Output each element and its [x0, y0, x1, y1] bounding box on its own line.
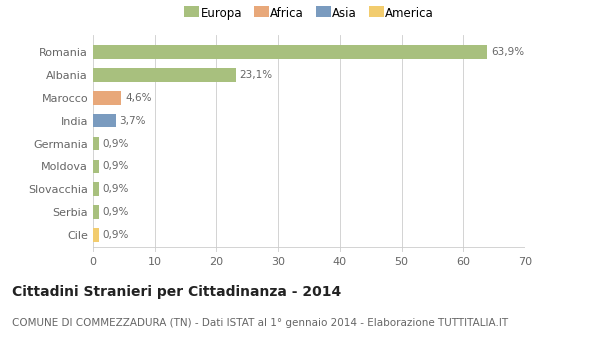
Text: 0,9%: 0,9%	[102, 139, 128, 148]
Bar	[93, 136, 98, 150]
Bar	[93, 45, 487, 59]
Text: 0,9%: 0,9%	[102, 161, 128, 171]
Bar	[93, 205, 98, 219]
Text: Cittadini Stranieri per Cittadinanza - 2014: Cittadini Stranieri per Cittadinanza - 2…	[12, 285, 341, 299]
Text: 0,9%: 0,9%	[102, 207, 128, 217]
Text: 4,6%: 4,6%	[125, 93, 152, 103]
Bar	[93, 91, 121, 105]
Text: 0,9%: 0,9%	[102, 184, 128, 194]
Text: 23,1%: 23,1%	[239, 70, 272, 80]
Bar	[93, 68, 236, 82]
Text: 63,9%: 63,9%	[491, 47, 524, 57]
Bar	[93, 228, 98, 242]
Legend: Europa, Africa, Asia, America: Europa, Africa, Asia, America	[179, 2, 439, 24]
Bar	[93, 160, 98, 173]
Bar	[93, 182, 98, 196]
Bar	[93, 114, 116, 127]
Text: COMUNE DI COMMEZZADURA (TN) - Dati ISTAT al 1° gennaio 2014 - Elaborazione TUTTI: COMUNE DI COMMEZZADURA (TN) - Dati ISTAT…	[12, 318, 508, 329]
Text: 3,7%: 3,7%	[119, 116, 146, 126]
Text: 0,9%: 0,9%	[102, 230, 128, 240]
